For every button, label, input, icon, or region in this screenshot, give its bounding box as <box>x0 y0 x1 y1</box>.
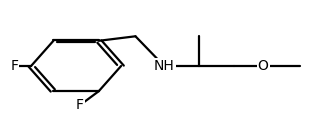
Text: F: F <box>10 59 18 73</box>
Text: O: O <box>258 59 269 73</box>
Text: F: F <box>76 98 84 112</box>
Text: NH: NH <box>154 59 175 73</box>
